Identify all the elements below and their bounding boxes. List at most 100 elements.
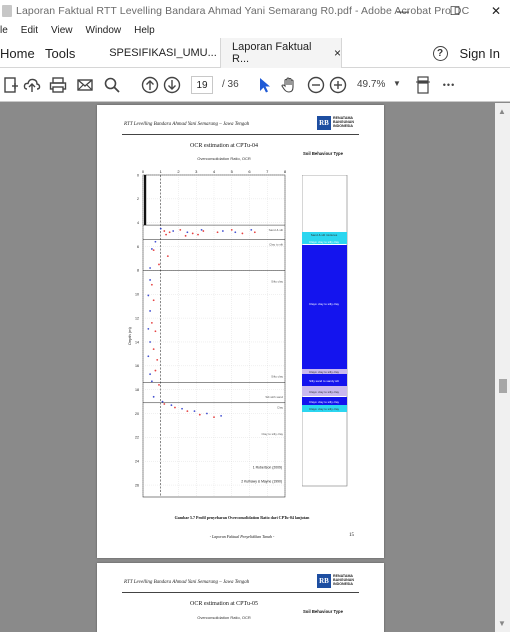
search-icon[interactable] [102, 75, 122, 95]
x-tick-label: 2 [177, 169, 180, 174]
chart-subtitle: Overconsolidation Ratio, OCR [197, 615, 251, 620]
header-rule [122, 134, 359, 135]
y-tick-label: 4 [137, 221, 139, 225]
y-tick-label: 20 [135, 412, 139, 416]
layer-label: Silty clay [271, 279, 283, 283]
sbt-label: Clays: clay to silty clay [309, 400, 340, 404]
more-tools-icon[interactable]: ••• [436, 75, 462, 95]
hand-tool-icon[interactable] [279, 75, 299, 95]
kulhawy-point [149, 341, 151, 343]
sbt-label: Clays: clay to silty clay [309, 370, 340, 374]
pdf-page-19: RTT Levelling Bandara Ahmad Yani Semaran… [97, 105, 384, 558]
x-tick-label: 4 [213, 169, 216, 174]
page-display-icon[interactable] [413, 75, 433, 95]
tab-bar: Home Tools SPESIFIKASI_UMU... Laporan Fa… [0, 38, 510, 68]
maximize-button[interactable]: ☐ [449, 4, 461, 18]
zoom-dropdown-icon[interactable]: ▼ [393, 79, 401, 88]
zoom-out-icon[interactable] [306, 75, 326, 95]
close-button[interactable]: ✕ [490, 4, 502, 18]
sign-in-button[interactable]: Sign In [459, 45, 500, 61]
sbt-layer-sand [302, 232, 347, 238]
vertical-scrollbar[interactable]: ▲ ▼ [495, 103, 510, 632]
scroll-up-icon[interactable]: ▲ [498, 107, 506, 116]
legend-entry: 2 Kulhawy & Mayne (1990) [241, 480, 282, 484]
email-icon[interactable] [75, 75, 95, 95]
menu-edit[interactable]: Edit [20, 24, 39, 36]
layer-label: Silt with sand [265, 395, 283, 399]
y-tick-label: 26 [135, 483, 139, 487]
kulhawy-point [234, 231, 237, 234]
menu-window[interactable]: Window [85, 24, 122, 36]
previous-page-icon[interactable] [140, 75, 160, 95]
scrollbar-thumb[interactable] [499, 379, 507, 393]
kulhawy-point [200, 228, 203, 231]
y-tick-label: 6 [137, 245, 139, 249]
x-tick-label: 5 [231, 169, 234, 174]
print-icon[interactable] [48, 75, 68, 95]
menu-help[interactable]: Help [134, 24, 155, 36]
x-tick-label: 7 [266, 169, 269, 174]
company-logo-text: RENATAMA BANGUNAN INDONESIA [333, 116, 354, 128]
y-axis-label: Depth (m) [127, 326, 132, 344]
menu-file[interactable]: le [0, 24, 8, 36]
logo-line: INDONESIA [333, 124, 353, 128]
zoom-level[interactable]: 49.7% [357, 79, 386, 90]
figure-caption: Gambar 5.7 Profil penyebaran Overconsoli… [174, 515, 310, 520]
y-tick-label: 8 [137, 269, 139, 273]
logo-line: RENATAMA [333, 116, 354, 120]
kulhawy-point [149, 279, 151, 281]
kulhawy-point [147, 294, 150, 297]
robertson-point [174, 406, 176, 409]
tab-laporan-faktual[interactable]: Laporan Faktual R... × [220, 38, 342, 68]
robertson-point [150, 321, 153, 324]
kulhawy-point [150, 248, 153, 250]
toolbar: 19 / 36 49.7% ▼ ••• [0, 68, 510, 102]
x-tick-label: 6 [248, 169, 251, 174]
logo-line: BANGUNAN [333, 120, 354, 124]
company-logo: RB [317, 116, 331, 130]
sbt-label: Clays: clay to silty clay [309, 302, 340, 306]
robertson-point [152, 299, 155, 302]
tab-home[interactable]: Home [0, 45, 35, 61]
menu-bar: le Edit View Window Help [0, 22, 510, 38]
next-page-icon[interactable] [162, 75, 182, 95]
sbt-layer-clay2 [302, 374, 347, 386]
sbt-layer-clay [302, 245, 347, 369]
robertson-point [154, 369, 157, 372]
robertson-point [152, 348, 155, 351]
y-tick-label: 16 [135, 364, 139, 368]
header-rule [122, 592, 359, 593]
y-tick-label: 18 [135, 388, 139, 392]
tab-close-icon[interactable]: × [333, 46, 341, 60]
chart-title: OCR estimation at CPTu-04 [190, 143, 258, 149]
select-cursor-icon[interactable] [254, 75, 274, 95]
y-tick-label: 12 [135, 316, 139, 320]
kulhawy-point [206, 412, 208, 415]
cloud-upload-icon[interactable] [22, 75, 42, 95]
page-number-input[interactable]: 19 [191, 76, 213, 94]
kulhawy-point [193, 410, 196, 413]
page-footer: - Laporan Faktual Penyelidikan Tanah - [209, 534, 275, 539]
layer-label: Silty clay [271, 375, 283, 379]
minimize-button[interactable]: — [397, 4, 409, 18]
layer-label: Clay [277, 406, 284, 410]
scroll-down-icon[interactable]: ▼ [498, 619, 506, 628]
x-tick-label: 3 [195, 169, 198, 174]
menu-view[interactable]: View [51, 24, 73, 36]
kulhawy-point [250, 228, 253, 231]
kulhawy-point [159, 227, 162, 230]
sbt-label: Clays: clay to silty clay [309, 240, 340, 244]
layer-label: Clay to silt [269, 242, 283, 246]
robertson-point [158, 383, 160, 386]
y-tick-label: 2 [137, 197, 139, 201]
create-pdf-icon[interactable] [1, 75, 21, 95]
tab-tools[interactable]: Tools [45, 45, 76, 61]
help-icon[interactable]: ? [432, 45, 448, 61]
sbt-label: Clays: clay to silty clay [309, 407, 340, 411]
zoom-in-icon[interactable] [328, 75, 348, 95]
tab-spesifikasi[interactable]: SPESIFIKASI_UMU... [109, 47, 217, 59]
sbt-label: Sand & silt mixtures [311, 233, 338, 237]
tab-laporan-label: Laporan Faktual R... [232, 41, 312, 65]
kulhawy-point [149, 310, 151, 312]
kulhawy-point [147, 355, 150, 358]
